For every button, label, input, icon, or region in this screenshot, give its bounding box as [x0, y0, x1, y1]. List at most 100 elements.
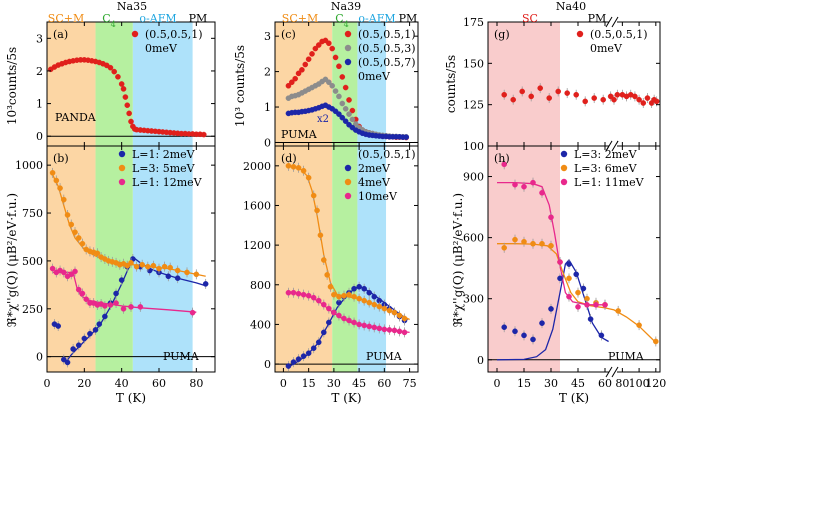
y-tick-label: 250 [22, 303, 43, 316]
data-point [555, 88, 562, 95]
data-point [317, 232, 324, 239]
legend-marker [344, 178, 352, 186]
instrument-label: PUMA [281, 128, 318, 141]
data-point [305, 174, 312, 181]
data-point [361, 285, 367, 292]
data-point [81, 335, 88, 342]
data-point [336, 63, 342, 70]
data-point [68, 271, 75, 278]
data-point [351, 319, 357, 326]
data-point [68, 221, 75, 228]
data-point [644, 95, 651, 101]
data-point [107, 64, 114, 71]
axis-break-mark [605, 366, 613, 378]
data-point [61, 356, 67, 363]
x-tick-label: 20 [77, 377, 91, 390]
phase-band [332, 146, 358, 372]
data-point [607, 93, 614, 100]
data-point [575, 289, 581, 296]
data-point [75, 235, 82, 241]
legend-entry: 0meV [358, 70, 391, 83]
data-point [632, 93, 638, 100]
data-point [361, 297, 367, 304]
legend-entry: (0.5,0.5,3) [358, 42, 416, 55]
y-axis-label: 10³ counts/5s [233, 45, 247, 127]
data-point [356, 283, 362, 290]
data-point [326, 79, 332, 86]
phase-band [95, 22, 133, 146]
data-point [49, 265, 56, 272]
legend-entry: 0meV [145, 42, 178, 55]
data-point [310, 192, 317, 199]
phase-label: o-AFM [139, 12, 176, 25]
data-point [64, 359, 71, 366]
data-point [128, 118, 134, 125]
data-point [174, 267, 181, 274]
data-point [546, 95, 553, 101]
data-point [156, 265, 162, 272]
data-point [366, 323, 373, 330]
data-point [396, 328, 403, 335]
panel-a: 0 1 2 3 (a) PANDA (0.5,0.5,1)0meV [36, 21, 216, 147]
legend-entry: 10meV [358, 190, 398, 203]
instrument-label: PUMA [608, 350, 645, 363]
fit-curve [496, 258, 609, 361]
x-tick-label: 45 [352, 377, 366, 390]
data-point [118, 277, 125, 283]
panel-d: 0 400 800 1200 1600 2000 0 15 30 45 60 75 T (K) (d) PU… [243, 145, 419, 405]
data-point [519, 88, 526, 95]
data-point [548, 242, 554, 249]
legend-marker [344, 164, 352, 172]
axes-frame [46, 145, 216, 373]
data-point [139, 261, 145, 268]
data-point [309, 51, 315, 57]
x-tick-label: 60 [377, 377, 391, 390]
data-point [636, 96, 642, 103]
phase-label: SC+M [282, 12, 318, 25]
data-point [501, 324, 508, 331]
y-tick-label: 500 [22, 255, 43, 268]
y-tick-label: 0 [477, 354, 484, 367]
y-tick-label: 1 [36, 98, 43, 111]
x-tick-label: 0 [44, 377, 51, 390]
phase-label: C4 [335, 12, 349, 29]
data-point [302, 61, 309, 68]
data-point [342, 106, 349, 112]
x-tick-label: 80 [189, 377, 203, 390]
data-point [332, 88, 339, 94]
data-point [356, 321, 362, 328]
legend-marker [131, 30, 139, 38]
data-point [349, 116, 356, 123]
y-tick-label: 2 [36, 65, 43, 78]
data-point [557, 259, 563, 265]
axis-break-mark [605, 140, 613, 152]
data-point [530, 179, 536, 186]
data-point [636, 322, 642, 328]
data-point [305, 292, 312, 299]
data-point [548, 214, 554, 221]
legend-marker [118, 150, 126, 158]
data-point [401, 315, 408, 322]
x-tick-label: 80 [615, 377, 629, 390]
phase-label: PM [399, 12, 418, 25]
data-point [113, 290, 119, 297]
data-point [49, 170, 56, 176]
data-point [299, 67, 305, 73]
data-point [137, 304, 144, 310]
data-point [346, 111, 352, 117]
data-point [371, 324, 378, 331]
x-axis-label: T (K) [559, 391, 589, 405]
data-point [371, 293, 378, 300]
data-point [386, 327, 393, 333]
data-point [165, 273, 172, 280]
data-point [133, 263, 140, 270]
data-point [361, 322, 367, 329]
data-point [341, 315, 347, 322]
legend-marker [344, 30, 352, 38]
data-point [566, 261, 572, 267]
data-point [289, 79, 295, 86]
legend-entry: 2meV [358, 162, 391, 175]
legend-entry: L=3: 5meV [132, 162, 196, 175]
phase-band [357, 22, 387, 146]
